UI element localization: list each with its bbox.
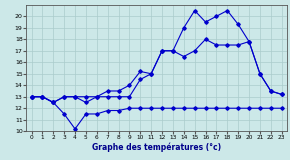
X-axis label: Graphe des températures (°c): Graphe des températures (°c): [92, 142, 221, 152]
